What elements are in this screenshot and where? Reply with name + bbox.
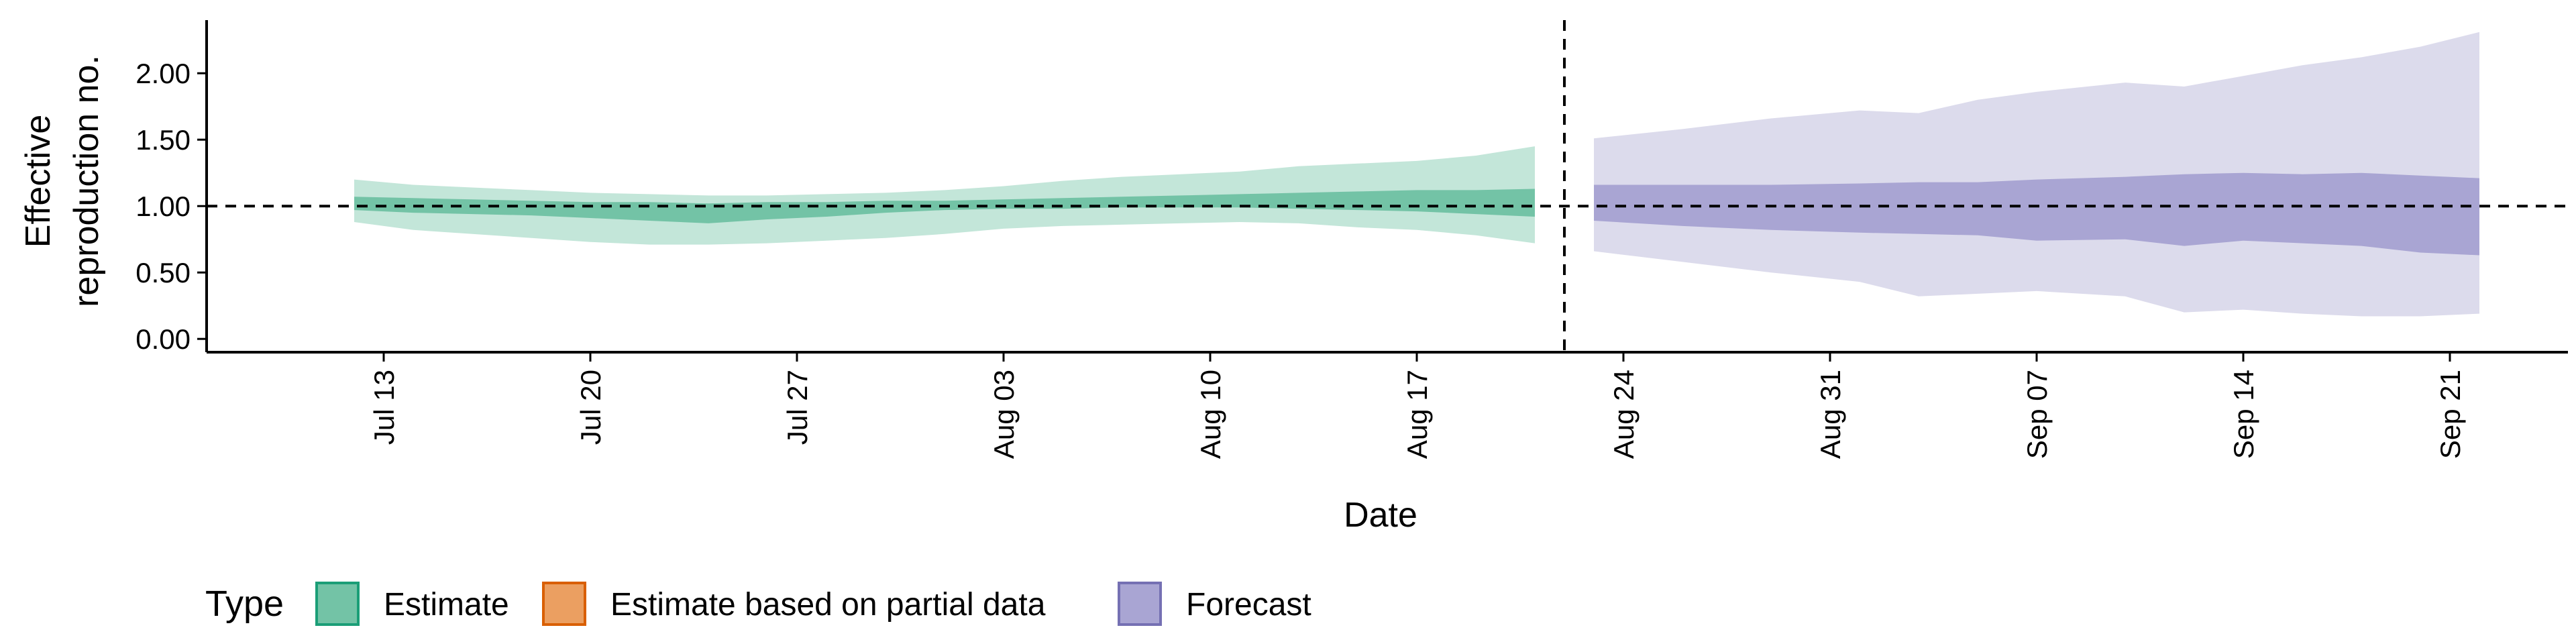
x-tick-label-4: Aug 10: [1195, 370, 1226, 459]
x-axis-title: Date: [1344, 496, 1417, 535]
legend: Type Estimate Estimate based on partial …: [205, 582, 1311, 626]
y-tick-label-4: 2.00: [136, 58, 191, 89]
x-tick-label-2: Jul 27: [782, 370, 813, 445]
bands-layer: [354, 32, 2479, 317]
legend-label-partial-data: Estimate based on partial data: [610, 587, 1046, 623]
x-tick-label-6: Aug 24: [1608, 370, 1640, 459]
x-tick-label-8: Sep 07: [2021, 370, 2053, 459]
x-tick-label-7: Aug 31: [1815, 370, 1846, 459]
x-tick-label-9: Sep 14: [2228, 370, 2259, 459]
x-tick-label-3: Aug 03: [988, 370, 1020, 459]
x-tick-label-0: Jul 13: [368, 370, 400, 445]
legend-key-estimate: [315, 582, 360, 626]
y-axis-title-line-1: Effective: [19, 115, 58, 248]
forecast-outer-band: [1594, 32, 2479, 317]
x-tick-label-1: Jul 20: [575, 370, 606, 445]
y-axis-title-line-2: reproduction no.: [67, 55, 106, 307]
y-tick-label-0: 0.00: [136, 323, 191, 355]
legend-title: Type: [205, 584, 284, 624]
y-tick-label-1: 0.50: [136, 257, 191, 288]
forecast-inner-band: [1594, 172, 2479, 256]
axes-layer: 0.00 0.50 1.00 1.50 2.00 Jul 13 Jul 20 Jul 27 Au…: [136, 20, 2568, 459]
y-tick-label-3: 1.50: [136, 124, 191, 156]
legend-label-estimate: Estimate: [384, 587, 509, 623]
x-tick-label-10: Sep 21: [2434, 370, 2466, 459]
x-tick-label-5: Aug 17: [1401, 370, 1433, 459]
legend-key-forecast: [1118, 582, 1162, 626]
y-tick-label-2: 1.00: [136, 191, 191, 222]
legend-key-partial-data: [542, 582, 586, 626]
legend-label-forecast: Forecast: [1186, 587, 1311, 623]
